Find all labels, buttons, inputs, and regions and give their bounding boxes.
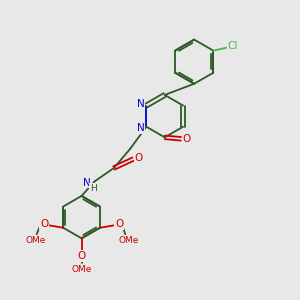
Text: N: N — [83, 178, 91, 188]
Text: OMe: OMe — [26, 236, 46, 245]
Text: N: N — [136, 99, 144, 109]
Text: Cl: Cl — [227, 41, 238, 51]
Text: OMe: OMe — [118, 236, 139, 245]
Text: O: O — [134, 153, 142, 163]
Text: O: O — [115, 219, 123, 229]
Text: N: N — [136, 123, 144, 133]
Text: O: O — [40, 219, 48, 229]
Text: OMe: OMe — [71, 265, 92, 274]
Text: O: O — [77, 251, 86, 261]
Text: H: H — [90, 184, 97, 193]
Text: O: O — [183, 134, 191, 144]
